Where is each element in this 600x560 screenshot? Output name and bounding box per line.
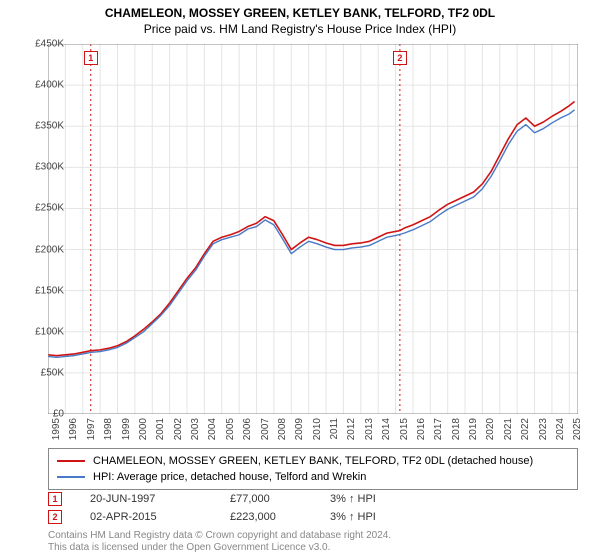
legend-row: HPI: Average price, detached house, Telf… xyxy=(57,469,569,485)
marker-table: 1 20-JUN-1997£77,0003% ↑ HPI 2 02-APR-2015£… xyxy=(48,490,440,526)
x-tick-label: 2017 xyxy=(433,418,444,440)
attribution: Contains HM Land Registry data © Crown c… xyxy=(48,530,391,554)
x-tick-label: 1997 xyxy=(86,418,97,440)
y-tick-label: £400K xyxy=(35,80,64,91)
chart-area: 12 xyxy=(48,44,578,414)
y-tick-label: £50K xyxy=(41,367,64,378)
attribution-line-1: Contains HM Land Registry data © Crown c… xyxy=(48,530,391,542)
x-tick-label: 1999 xyxy=(121,418,132,440)
x-tick-label: 2004 xyxy=(207,418,218,440)
x-tick-label: 2001 xyxy=(155,418,166,440)
x-tick-label: 2025 xyxy=(572,418,583,440)
x-tick-label: 2009 xyxy=(294,418,305,440)
title-block: CHAMELEON, MOSSEY GREEN, KETLEY BANK, TE… xyxy=(0,0,600,36)
chart-title-1: CHAMELEON, MOSSEY GREEN, KETLEY BANK, TE… xyxy=(0,6,600,20)
x-tick-label: 2003 xyxy=(190,418,201,440)
x-tick-label: 2015 xyxy=(399,418,410,440)
marker-price: £77,000 xyxy=(230,493,330,505)
x-tick-label: 2024 xyxy=(555,418,566,440)
marker-pct: 3% ↑ HPI xyxy=(330,493,440,505)
legend-swatch xyxy=(57,476,85,478)
legend-label: HPI: Average price, detached house, Telf… xyxy=(93,471,366,483)
chart-reference-marker: 1 xyxy=(84,51,98,65)
x-tick-label: 2006 xyxy=(242,418,253,440)
attribution-line-2: This data is licensed under the Open Gov… xyxy=(48,542,391,554)
y-tick-label: £100K xyxy=(35,326,64,337)
marker-number-box: 1 xyxy=(48,492,62,506)
y-tick-label: £300K xyxy=(35,162,64,173)
y-tick-label: £250K xyxy=(35,203,64,214)
chart-container: CHAMELEON, MOSSEY GREEN, KETLEY BANK, TE… xyxy=(0,0,600,560)
legend-row: CHAMELEON, MOSSEY GREEN, KETLEY BANK, TE… xyxy=(57,453,569,469)
x-tick-label: 1995 xyxy=(51,418,62,440)
marker-row: 1 20-JUN-1997£77,0003% ↑ HPI xyxy=(48,490,440,508)
marker-pct: 3% ↑ HPI xyxy=(330,511,440,523)
legend: CHAMELEON, MOSSEY GREEN, KETLEY BANK, TE… xyxy=(48,448,578,490)
x-tick-label: 2000 xyxy=(138,418,149,440)
y-tick-label: £350K xyxy=(35,121,64,132)
x-tick-label: 2005 xyxy=(225,418,236,440)
x-tick-label: 2014 xyxy=(381,418,392,440)
x-tick-label: 2022 xyxy=(520,418,531,440)
y-tick-label: £150K xyxy=(35,285,64,296)
x-tick-label: 1998 xyxy=(103,418,114,440)
chart-svg xyxy=(48,44,578,414)
x-tick-label: 2021 xyxy=(503,418,514,440)
x-tick-label: 2010 xyxy=(312,418,323,440)
marker-row: 2 02-APR-2015£223,0003% ↑ HPI xyxy=(48,508,440,526)
legend-label: CHAMELEON, MOSSEY GREEN, KETLEY BANK, TE… xyxy=(93,455,533,467)
x-tick-label: 2012 xyxy=(346,418,357,440)
x-tick-label: 2008 xyxy=(277,418,288,440)
x-tick-label: 2019 xyxy=(468,418,479,440)
x-tick-label: 2011 xyxy=(329,418,340,440)
x-tick-label: 2007 xyxy=(260,418,271,440)
x-tick-label: 2023 xyxy=(538,418,549,440)
chart-title-2: Price paid vs. HM Land Registry's House … xyxy=(0,22,600,36)
x-tick-label: 2020 xyxy=(485,418,496,440)
legend-swatch xyxy=(57,460,85,462)
marker-price: £223,000 xyxy=(230,511,330,523)
chart-reference-marker: 2 xyxy=(393,51,407,65)
marker-number-box: 2 xyxy=(48,510,62,524)
x-tick-label: 2013 xyxy=(364,418,375,440)
y-tick-label: £450K xyxy=(35,39,64,50)
x-tick-label: 2016 xyxy=(416,418,427,440)
y-tick-label: £200K xyxy=(35,244,64,255)
x-tick-label: 2018 xyxy=(451,418,462,440)
marker-date: 20-JUN-1997 xyxy=(90,493,230,505)
x-tick-label: 1996 xyxy=(68,418,79,440)
x-tick-label: 2002 xyxy=(173,418,184,440)
marker-date: 02-APR-2015 xyxy=(90,511,230,523)
